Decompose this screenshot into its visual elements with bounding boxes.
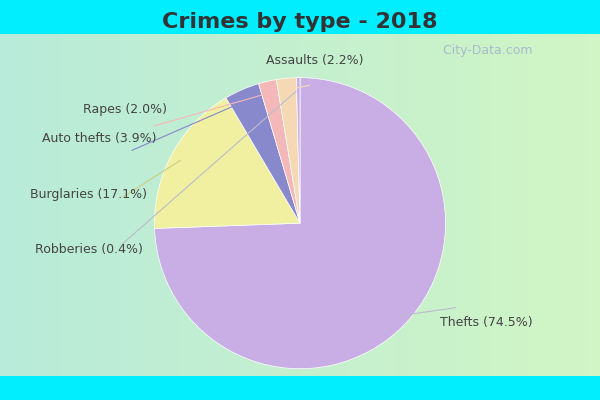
Bar [468, 34, 480, 376]
Bar [264, 34, 276, 376]
Bar [516, 34, 528, 376]
Bar [192, 34, 204, 376]
Bar [444, 34, 456, 376]
Bar [276, 34, 288, 376]
Wedge shape [277, 78, 300, 223]
Wedge shape [259, 80, 300, 223]
Bar [564, 34, 576, 376]
Bar [504, 34, 516, 376]
Wedge shape [154, 98, 300, 228]
Bar [60, 34, 72, 376]
Bar [36, 34, 48, 376]
Text: Robberies (0.4%): Robberies (0.4%) [35, 243, 143, 256]
Bar [240, 34, 252, 376]
Bar [492, 34, 504, 376]
Bar [372, 34, 384, 376]
Text: Rapes (2.0%): Rapes (2.0%) [83, 103, 167, 116]
Text: Thefts (74.5%): Thefts (74.5%) [440, 316, 533, 329]
Bar [24, 34, 36, 376]
Text: Burglaries (17.1%): Burglaries (17.1%) [31, 188, 148, 200]
Bar [540, 34, 552, 376]
Wedge shape [226, 84, 300, 223]
Text: City-Data.com: City-Data.com [435, 44, 533, 57]
Bar [288, 34, 300, 376]
Bar [396, 34, 408, 376]
Bar [108, 34, 120, 376]
Bar [96, 34, 108, 376]
Bar [360, 34, 372, 376]
Bar [216, 34, 228, 376]
Bar [336, 34, 348, 376]
Bar [12, 34, 24, 376]
Text: Crimes by type - 2018: Crimes by type - 2018 [162, 12, 438, 32]
Bar [480, 34, 492, 376]
Bar [432, 34, 444, 376]
Bar [312, 34, 324, 376]
Bar [0, 34, 12, 376]
Text: Assaults (2.2%): Assaults (2.2%) [266, 54, 364, 67]
Bar [348, 34, 360, 376]
Bar [300, 34, 312, 376]
Bar [588, 34, 600, 376]
Bar [48, 34, 60, 376]
Bar [552, 34, 564, 376]
Bar [120, 34, 132, 376]
Wedge shape [296, 78, 300, 223]
Bar [228, 34, 240, 376]
Bar [84, 34, 96, 376]
Bar [168, 34, 180, 376]
Bar [456, 34, 468, 376]
Text: Auto thefts (3.9%): Auto thefts (3.9%) [42, 132, 157, 145]
Bar [384, 34, 396, 376]
Bar [576, 34, 588, 376]
Bar [252, 34, 264, 376]
Bar [528, 34, 540, 376]
Bar [408, 34, 420, 376]
Wedge shape [155, 78, 446, 369]
Bar [180, 34, 192, 376]
Bar [156, 34, 168, 376]
Bar [420, 34, 432, 376]
Bar [72, 34, 84, 376]
Bar [144, 34, 156, 376]
Bar [324, 34, 336, 376]
Bar [132, 34, 144, 376]
Bar [204, 34, 216, 376]
